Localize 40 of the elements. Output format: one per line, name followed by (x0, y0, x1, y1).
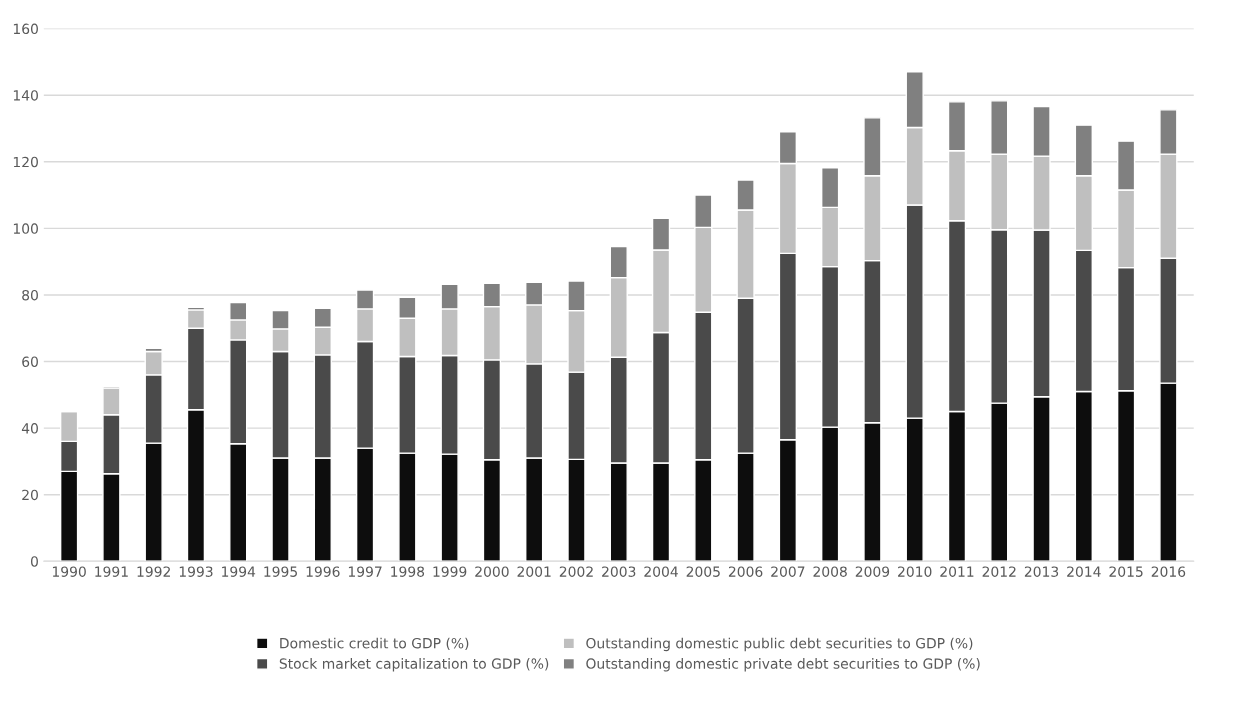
y-tick-label: 40 (21, 423, 38, 434)
x-tick-label: 2007 (771, 566, 805, 577)
x-tick-label: 2004 (644, 566, 678, 577)
x-tick-label: 2015 (1109, 566, 1143, 577)
y-tick-label: 80 (22, 289, 38, 301)
x-tick-label: 1992 (137, 566, 170, 577)
x-tick-label: 1998 (391, 566, 425, 577)
x-tick-label: 1991 (95, 566, 128, 577)
x-tick-label: 2012 (982, 566, 1016, 577)
legend-label: Domestic credit to GDP (%) (280, 637, 469, 651)
x-tick-label: 1996 (306, 566, 340, 577)
x-tick-label: 2014 (1067, 566, 1101, 577)
x-tick-label: 2016 (1151, 566, 1186, 577)
x-tick-label: 2005 (686, 566, 720, 577)
x-tick-label: 1999 (433, 566, 467, 577)
x-tick-label: 1990 (52, 566, 86, 577)
y-tick-label: 140 (13, 90, 38, 101)
legend-label: Outstanding domestic private debt securities to GDP (%) (586, 658, 980, 672)
y-tick-label: 120 (13, 156, 38, 168)
x-tick-label: 2011 (940, 566, 974, 577)
legend-label: Stock market capitalization to GDP (%) (279, 658, 549, 672)
x-tick-label: 2008 (813, 566, 847, 577)
x-tick-label: 2013 (1024, 566, 1059, 577)
y-tick-label: 60 (22, 356, 38, 367)
x-tick-label: 2010 (898, 566, 932, 577)
y-tick-label: 20 (22, 489, 38, 501)
x-tick-label: 2000 (475, 566, 509, 577)
y-tick-label: 160 (13, 23, 38, 35)
x-tick-label: 1993 (179, 566, 213, 577)
x-tick-label: 2001 (517, 566, 551, 577)
x-tick-label: 2003 (602, 566, 636, 577)
y-tick-label: 100 (13, 223, 38, 234)
y-tick-label: 0 (30, 556, 38, 567)
legend-label: Outstanding domestic public debt securities to GDP (%) (586, 637, 973, 652)
x-tick-label: 2006 (728, 566, 763, 577)
x-tick-label: 1994 (222, 566, 256, 577)
x-tick-label: 2002 (559, 566, 593, 577)
x-tick-label: 1997 (348, 566, 382, 577)
x-tick-label: 1995 (264, 566, 297, 577)
x-tick-label: 2009 (855, 566, 890, 577)
